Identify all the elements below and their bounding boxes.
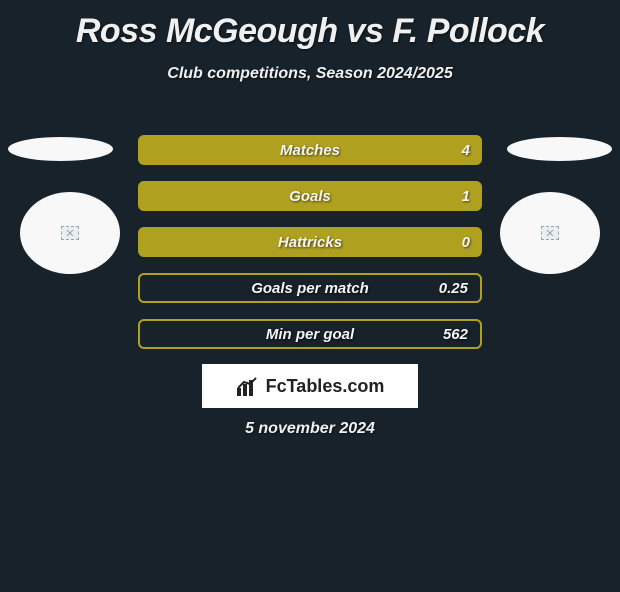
stats-bars: Matches 4 Goals 1 Hattricks 0 Goals per …: [138, 135, 482, 365]
stat-value: 1: [462, 188, 470, 205]
stat-row-matches: Matches 4: [138, 135, 482, 165]
stat-row-hattricks: Hattricks 0: [138, 227, 482, 257]
image-placeholder-icon: [541, 226, 559, 240]
player-right-avatar: [500, 192, 600, 274]
player-left-avatar: [20, 192, 120, 274]
stat-value: 0: [462, 234, 470, 251]
page-title: Ross McGeough vs F. Pollock: [0, 12, 620, 51]
date-text: 5 november 2024: [0, 420, 620, 438]
image-placeholder-icon: [61, 226, 79, 240]
stat-row-min-per-goal: Min per goal 562: [138, 319, 482, 349]
stat-label: Min per goal: [140, 326, 480, 343]
chart-icon: [236, 376, 260, 396]
player-left-ellipse: [8, 137, 113, 161]
brand-badge: FcTables.com: [202, 364, 418, 408]
brand-text: FcTables.com: [266, 376, 385, 397]
stat-row-goals-per-match: Goals per match 0.25: [138, 273, 482, 303]
stat-label: Hattricks: [138, 234, 482, 251]
stat-label: Goals per match: [140, 280, 480, 297]
subtitle: Club competitions, Season 2024/2025: [0, 65, 620, 83]
stat-value: 562: [443, 326, 468, 343]
stat-value: 4: [462, 142, 470, 159]
stat-label: Goals: [138, 188, 482, 205]
stat-label: Matches: [138, 142, 482, 159]
stat-row-goals: Goals 1: [138, 181, 482, 211]
player-right-ellipse: [507, 137, 612, 161]
stat-value: 0.25: [439, 280, 468, 297]
